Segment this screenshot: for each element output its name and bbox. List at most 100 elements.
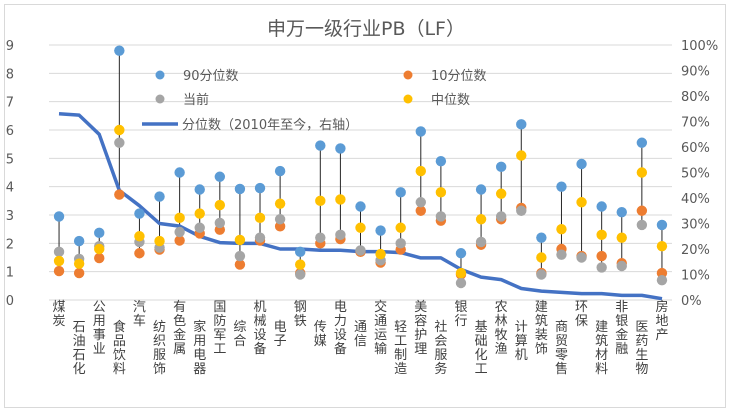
dot-p10: [636, 205, 648, 216]
dot-current: [254, 232, 266, 243]
x-category-label: 汽车: [133, 300, 146, 329]
dot-current: [315, 232, 326, 243]
x-category-label: 石油石化: [73, 320, 86, 377]
y-axis-left: 0 1 2 3 4 5 6 7 8 9: [6, 39, 14, 309]
x-category-label: 钢铁: [294, 300, 307, 329]
dot-p10: [134, 248, 145, 259]
dot-p90: [94, 227, 105, 239]
dot-p90: [194, 184, 205, 195]
dot-current: [596, 262, 607, 273]
y-tick-label: 3: [6, 209, 14, 224]
x-category-label: 农林牧渔: [495, 300, 508, 357]
dot-median: [576, 197, 587, 208]
dot-median: [536, 252, 547, 263]
dot-p10: [596, 250, 607, 262]
y-tick-label: 5: [6, 152, 14, 167]
y2-tick-label: 20%: [681, 243, 710, 258]
dot-median: [274, 198, 286, 209]
dot-median: [73, 258, 85, 269]
dot-p90: [114, 45, 125, 56]
dot-median: [134, 231, 145, 242]
y2-tick-label: 50%: [681, 167, 710, 182]
dot-median: [114, 124, 125, 136]
dot-p90: [234, 183, 246, 195]
dot-current: [214, 217, 226, 229]
dot-median: [556, 223, 567, 235]
legend-marker: [155, 94, 165, 104]
dot-p10: [234, 259, 246, 270]
dot-median: [154, 235, 165, 247]
y2-tick-label: 90%: [681, 65, 710, 80]
legend-label: 中位数: [431, 93, 470, 108]
dot-current: [656, 274, 668, 286]
legend-label: 当前: [183, 92, 209, 108]
y2-tick-label: 40%: [681, 192, 710, 207]
dot-p90: [556, 181, 567, 192]
dot-median: [214, 199, 226, 211]
y2-tick-label: 10%: [681, 269, 710, 284]
dot-median: [616, 232, 627, 243]
y-tick-label: 7: [6, 96, 14, 111]
x-category-label: 建筑装饰: [535, 300, 548, 357]
x-category-label: 食品饮料: [113, 319, 126, 377]
y2-tick-label: 0%: [681, 294, 702, 309]
dot-p90: [475, 184, 487, 195]
dot-current: [355, 245, 366, 256]
x-category-label: 综合: [233, 320, 246, 349]
dot-median: [53, 255, 65, 267]
x-category-label: 基础化工: [475, 320, 488, 377]
x-category-label: 环保: [575, 300, 588, 329]
x-category-label: 非银金融: [615, 300, 628, 357]
y-tick-label: 4: [6, 181, 14, 196]
x-category-label: 社会服务: [434, 319, 447, 377]
dot-median: [516, 150, 527, 161]
dot-current: [576, 252, 587, 263]
legend-label: 90分位数: [183, 69, 239, 84]
dot-p90: [656, 219, 668, 231]
dot-p90: [174, 167, 185, 178]
dot-current: [234, 250, 246, 262]
dot-p90: [435, 155, 447, 167]
legend-marker: [403, 70, 413, 80]
legend-label: 10分位数: [431, 69, 487, 84]
dot-current: [435, 211, 447, 222]
dot-p90: [53, 211, 65, 222]
y2-tick-label: 70%: [681, 116, 710, 131]
y-tick-label: 2: [6, 237, 14, 252]
dot-median: [636, 167, 648, 178]
x-category-label: 建筑材料: [595, 320, 608, 377]
x-category-label: 电子: [274, 320, 287, 349]
dot-current: [194, 222, 205, 233]
dot-median: [194, 208, 205, 219]
dot-p90: [536, 232, 547, 243]
x-category-label: 电力设备: [334, 300, 347, 357]
dot-median: [656, 240, 668, 252]
y-tick-label: 1: [6, 266, 14, 281]
x-category-label: 纺织服饰: [153, 320, 166, 377]
dot-median: [495, 188, 507, 199]
x-category-label: 公用事业: [93, 300, 106, 357]
x-category-label: 国防军工: [213, 300, 226, 357]
dot-median: [234, 234, 246, 246]
dot-median: [295, 259, 306, 270]
x-category-label: 交通运输: [374, 299, 387, 357]
y-tick-label: 0: [6, 294, 14, 309]
dot-current: [295, 269, 306, 280]
dot-p90: [395, 187, 406, 198]
dot-median: [455, 267, 467, 279]
y-axis-right: 0% 10% 20% 30% 40% 50% 60% 70% 80% 90% 100%: [681, 39, 718, 309]
y-tick-label: 8: [6, 67, 14, 82]
legend-marker: [403, 94, 413, 104]
dot-median: [94, 243, 105, 255]
dot-current: [636, 219, 648, 231]
x-category-label: 煤炭: [53, 300, 66, 329]
dot-p90: [214, 171, 226, 182]
x-category-label: 有色金属: [173, 300, 186, 357]
dot-median: [395, 222, 406, 233]
dot-p90: [335, 143, 346, 154]
dot-current: [495, 211, 507, 222]
dot-median: [475, 214, 487, 225]
x-category-label: 通信: [354, 320, 367, 349]
